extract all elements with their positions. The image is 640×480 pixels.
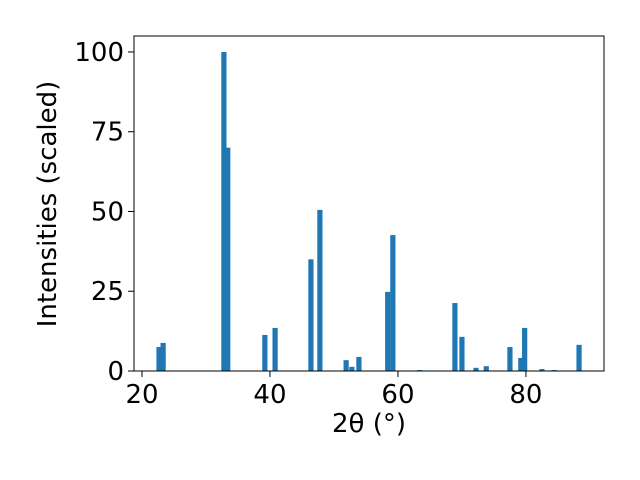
plot-frame [133, 35, 605, 372]
bar [390, 235, 396, 371]
bar [576, 344, 582, 371]
x-tick-label: 60 [381, 380, 414, 410]
x-tick-label: 40 [253, 380, 286, 410]
y-tick-label: 0 [107, 357, 124, 387]
bar [272, 327, 278, 371]
bar [539, 369, 545, 371]
bar [262, 334, 268, 371]
bar [507, 347, 513, 371]
x-tick-label: 20 [125, 380, 158, 410]
bar [317, 209, 323, 371]
y-tick-label: 75 [91, 118, 124, 148]
bar [356, 356, 362, 371]
bar [452, 303, 458, 371]
bar [308, 259, 314, 371]
bar [483, 366, 489, 371]
y-tick-label: 100 [74, 38, 124, 68]
bar [160, 342, 166, 371]
y-axis-label: Intensities (scaled) [33, 81, 63, 328]
bar [221, 51, 227, 371]
y-tick-label: 25 [91, 277, 124, 307]
bar [156, 347, 162, 371]
bar [343, 360, 349, 371]
bar [522, 327, 528, 371]
bar [225, 147, 231, 371]
x-tick-label: 80 [509, 380, 542, 410]
bar [349, 366, 355, 371]
bar [473, 367, 479, 371]
bar [459, 336, 465, 371]
y-tick-label: 50 [91, 197, 124, 227]
x-axis-label: 2θ (°) [332, 409, 406, 439]
bar [385, 291, 391, 371]
bar [518, 357, 524, 371]
